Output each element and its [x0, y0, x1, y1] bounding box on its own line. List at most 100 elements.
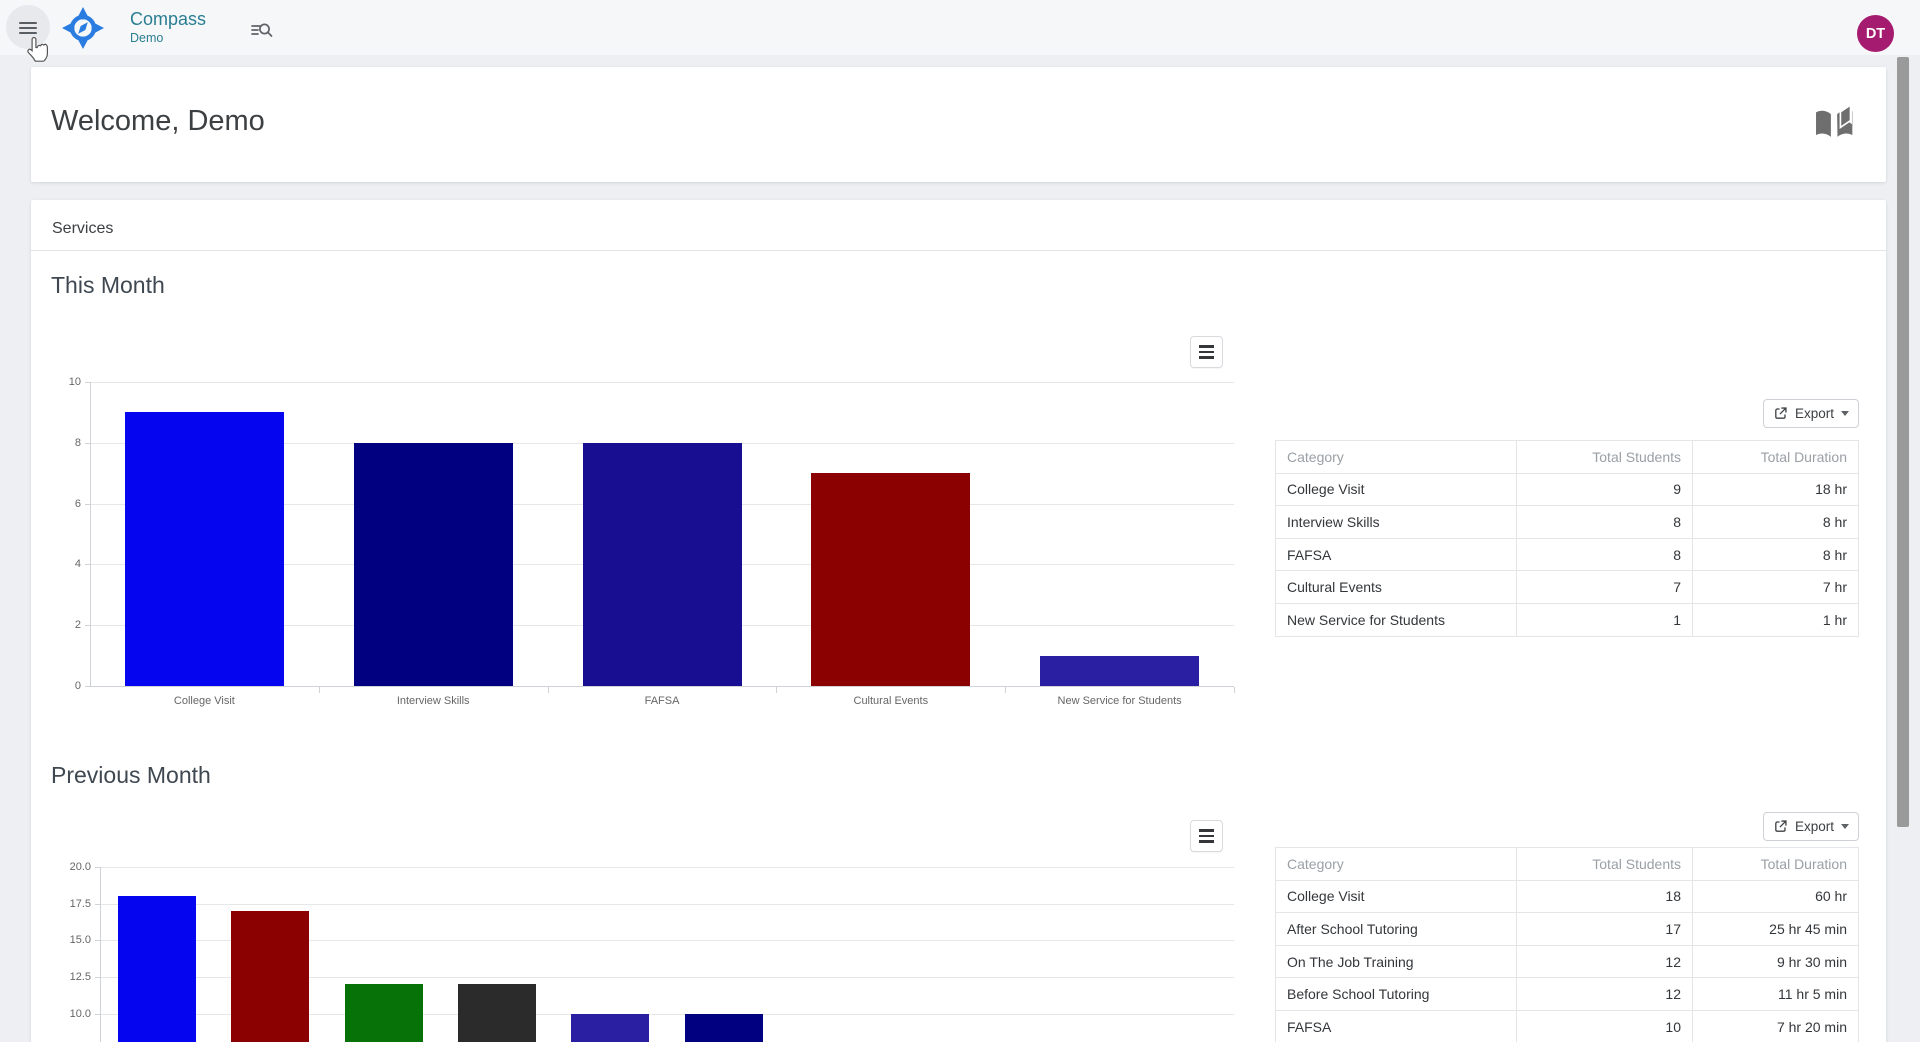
x-axis-tick — [1005, 687, 1007, 693]
export-icon — [1775, 407, 1787, 419]
value-cell: 11 hr 5 min — [1692, 977, 1859, 1011]
divider — [31, 250, 1886, 251]
value-cell: 1 hr — [1692, 602, 1859, 637]
bar-fafsa[interactable] — [571, 1013, 650, 1042]
y-axis-tick — [95, 903, 100, 905]
category-cell: New Service for Students — [1275, 602, 1517, 637]
column-header: Total Students — [1516, 440, 1693, 474]
gridline — [90, 382, 1234, 383]
bar-cultural-events[interactable] — [811, 473, 971, 686]
y-axis-tick — [85, 503, 90, 505]
y-axis-tick-label: 12.5 — [69, 970, 91, 983]
value-cell: 7 hr 20 min — [1692, 1009, 1859, 1042]
gridline — [100, 903, 1234, 905]
table-row: On The Job Training 12 9 hr 30 min — [1275, 944, 1859, 979]
export-button-label: Export — [1794, 406, 1835, 421]
y-axis-tick-label: 10 — [68, 376, 81, 388]
table-row: Interview Skills 8 8 hr — [1275, 505, 1859, 539]
table-row: Cultural Events 7 7 hr — [1275, 570, 1859, 604]
value-cell: 12 — [1516, 977, 1693, 1011]
bar-fafsa[interactable] — [582, 442, 742, 686]
y-axis-tick — [85, 686, 90, 687]
chevron-down-icon — [1841, 824, 1850, 829]
y-axis-tick-label: 0 — [74, 680, 81, 692]
user-avatar[interactable]: DT — [1857, 15, 1894, 52]
value-cell: 8 — [1516, 505, 1693, 539]
avatar-initials: DT — [1865, 25, 1886, 42]
vertical-scrollbar[interactable] — [1897, 57, 1909, 827]
x-axis-tick — [1234, 687, 1235, 693]
bar-college-visit[interactable] — [124, 412, 284, 686]
table-row: Before School Tutoring 12 11 hr 5 min — [1275, 977, 1859, 1011]
y-axis-tick — [85, 564, 90, 566]
table-row: College Visit 9 18 hr — [1275, 472, 1859, 507]
value-cell: 18 — [1516, 879, 1693, 914]
column-header: Category — [1275, 847, 1517, 881]
y-axis-tick — [85, 625, 90, 627]
value-cell: 9 — [1516, 472, 1693, 507]
y-axis-tick — [85, 442, 90, 444]
y-axis-tick-label: 6 — [74, 497, 81, 510]
bar-college-visit[interactable] — [117, 896, 196, 1042]
bar-before-school-tutoring[interactable] — [457, 984, 536, 1042]
value-cell: 7 hr — [1692, 570, 1859, 604]
category-cell: College Visit — [1275, 879, 1517, 914]
y-axis-tick — [95, 867, 100, 868]
chevron-down-icon — [1841, 411, 1850, 416]
y-axis-tick-label: 8 — [74, 436, 81, 449]
sidebar-toggle-button[interactable] — [6, 5, 50, 49]
welcome-banner: Welcome, Demo — [31, 67, 1886, 182]
category-cell: On The Job Training — [1275, 944, 1517, 979]
category-cell: After School Tutoring — [1275, 912, 1517, 946]
x-axis-line — [90, 686, 1234, 687]
value-cell: 8 hr — [1692, 537, 1859, 572]
y-axis-tick-label: 10.0 — [69, 1007, 91, 1020]
app-subtitle: Demo — [130, 30, 164, 45]
gridline — [100, 867, 1234, 868]
app-brand[interactable]: Compass Demo — [130, 9, 207, 46]
bar-category-6[interactable] — [684, 1013, 763, 1042]
bar-after-school-tutoring[interactable] — [231, 910, 310, 1042]
y-axis-line — [90, 382, 91, 686]
bar-interview-skills[interactable] — [353, 442, 513, 686]
y-axis-tick — [95, 940, 100, 942]
x-axis-tick — [318, 687, 320, 693]
chart-menu-button[interactable] — [1190, 820, 1223, 852]
value-cell: 8 hr — [1692, 505, 1859, 539]
bar-on-the-job-training[interactable] — [344, 984, 423, 1042]
table-row: College Visit 18 60 hr — [1275, 879, 1859, 914]
bar-new-service-for-students[interactable] — [1040, 655, 1200, 686]
column-header: Total Students — [1516, 847, 1693, 881]
table-row: New Service for Students 1 1 hr — [1275, 602, 1859, 637]
x-axis-category-label: Interview Skills — [396, 695, 470, 707]
export-button-label: Export — [1794, 819, 1835, 834]
column-header: Total Duration — [1692, 440, 1859, 474]
y-axis-tick-label: 4 — [74, 558, 81, 571]
table-row: FAFSA 8 8 hr — [1275, 537, 1859, 572]
value-cell: 18 hr — [1692, 472, 1859, 507]
export-icon — [1775, 820, 1787, 832]
top-app-bar: Compass Demo DT — [0, 0, 1920, 55]
value-cell: 8 — [1516, 537, 1693, 572]
x-axis-tick — [776, 687, 778, 693]
export-button[interactable]: Export — [1763, 399, 1859, 428]
tab-services[interactable]: Services — [52, 220, 114, 237]
category-cell: College Visit — [1275, 472, 1517, 507]
app-title: Compass — [130, 9, 207, 29]
section-title-this-month: This Month — [51, 272, 165, 298]
previous-month-summary-table: Category Total Students Total Duration Coll… — [1275, 847, 1859, 1042]
value-cell: 60 hr — [1692, 879, 1859, 914]
value-cell: 7 — [1516, 570, 1693, 604]
category-cell: Cultural Events — [1275, 570, 1517, 604]
y-axis-tick — [85, 382, 90, 383]
y-axis-tick-label: 17.5 — [69, 897, 91, 910]
category-cell: Before School Tutoring — [1275, 977, 1517, 1011]
chart-menu-button[interactable] — [1190, 336, 1223, 368]
value-cell: 25 hr 45 min — [1692, 912, 1859, 946]
open-book-icon — [1816, 103, 1853, 137]
export-button[interactable]: Export — [1763, 812, 1859, 841]
search-records-icon[interactable] — [250, 19, 274, 41]
x-axis-category-label: College Visit — [173, 695, 235, 707]
hamburger-icon — [19, 19, 37, 35]
